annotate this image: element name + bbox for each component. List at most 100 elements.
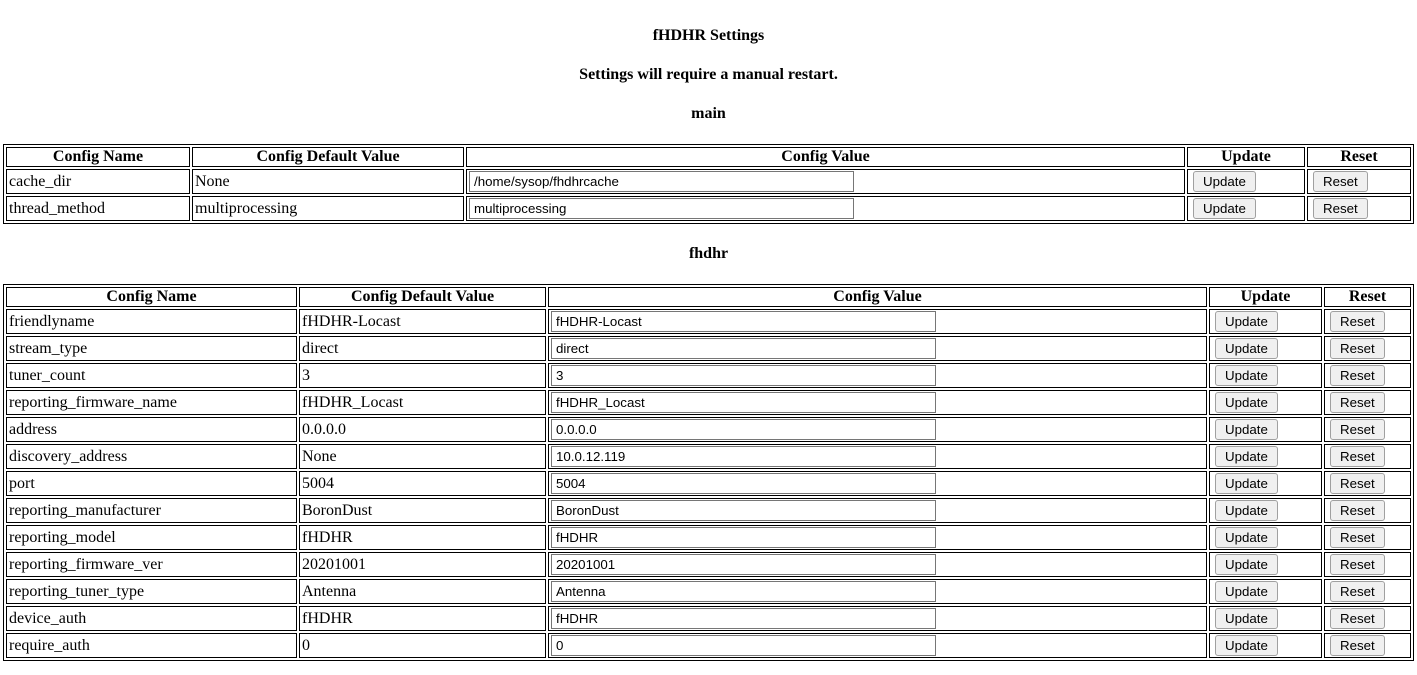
config-value-cell [548,579,1207,604]
config-default-cell: fHDHR_Locast [299,390,546,415]
reset-button[interactable]: Reset [1330,419,1385,440]
config-row: reporting_firmware_ver 20201001 Update R… [6,552,1411,577]
page-title: fHDHR Settings [652,27,765,44]
reset-button[interactable]: Reset [1330,581,1385,602]
reset-button[interactable]: Reset [1330,365,1385,386]
config-name-cell: reporting_firmware_name [6,390,297,415]
update-cell: Update [1209,579,1322,604]
update-button[interactable]: Update [1215,419,1278,440]
config-value-input[interactable] [551,473,936,494]
update-cell: Update [1209,363,1322,388]
config-value-cell [548,444,1207,469]
reset-button[interactable]: Reset [1313,198,1368,219]
config-value-cell [466,196,1185,221]
config-value-input[interactable] [551,338,936,359]
config-value-input[interactable] [551,527,936,548]
config-name-cell: cache_dir [6,169,190,194]
config-default-cell: 0 [299,633,546,658]
config-default-cell: 5004 [299,471,546,496]
config-value-input[interactable] [469,198,854,219]
update-button[interactable]: Update [1215,500,1278,521]
config-value-cell [548,471,1207,496]
reset-button[interactable]: Reset [1330,446,1385,467]
update-button[interactable]: Update [1215,311,1278,332]
update-button[interactable]: Update [1215,554,1278,575]
config-value-input[interactable] [551,392,936,413]
config-value-input[interactable] [551,365,936,386]
reset-button[interactable]: Reset [1313,171,1368,192]
config-name-cell: address [6,417,297,442]
reset-button[interactable]: Reset [1330,608,1385,629]
reset-button[interactable]: Reset [1330,311,1385,332]
config-row: friendlyname fHDHR-Locast Update Reset [6,309,1411,334]
config-name-cell: reporting_tuner_type [6,579,297,604]
config-default-cell: None [192,169,464,194]
config-default-cell: multiprocessing [192,196,464,221]
config-value-cell [548,363,1207,388]
config-row: cache_dir None Update Reset [6,169,1411,194]
config-value-cell [548,633,1207,658]
config-value-input[interactable] [551,311,936,332]
update-button[interactable]: Update [1215,527,1278,548]
update-button[interactable]: Update [1193,198,1256,219]
reset-button[interactable]: Reset [1330,500,1385,521]
config-value-input[interactable] [551,419,936,440]
section-heading-fhdhr: fhdhr [688,245,729,262]
update-button[interactable]: Update [1215,635,1278,656]
reset-button[interactable]: Reset [1330,527,1385,548]
config-row: reporting_tuner_type Antenna Update Rese… [6,579,1411,604]
config-default-cell: Antenna [299,579,546,604]
update-cell: Update [1209,633,1322,658]
reset-button[interactable]: Reset [1330,392,1385,413]
reset-button[interactable]: Reset [1330,338,1385,359]
config-name-cell: friendlyname [6,309,297,334]
config-name-cell: discovery_address [6,444,297,469]
config-name-cell: thread_method [6,196,190,221]
reset-cell: Reset [1324,363,1411,388]
update-button[interactable]: Update [1215,581,1278,602]
reset-cell: Reset [1307,196,1411,221]
config-value-input[interactable] [551,500,936,521]
reset-cell: Reset [1324,633,1411,658]
column-header-config-default: Config Default Value [192,147,464,167]
update-button[interactable]: Update [1215,608,1278,629]
config-table-fhdhr: Config Name Config Default Value Config … [3,284,1414,661]
column-header-config-name: Config Name [6,147,190,167]
reset-button[interactable]: Reset [1330,635,1385,656]
update-button[interactable]: Update [1215,473,1278,494]
reset-cell: Reset [1324,606,1411,631]
reset-cell: Reset [1324,552,1411,577]
reset-cell: Reset [1307,169,1411,194]
update-cell: Update [1209,417,1322,442]
config-name-cell: tuner_count [6,363,297,388]
config-value-input[interactable] [551,635,936,656]
update-button[interactable]: Update [1215,338,1278,359]
config-default-cell: fHDHR [299,525,546,550]
update-button[interactable]: Update [1215,392,1278,413]
update-cell: Update [1209,471,1322,496]
config-row: reporting_model fHDHR Update Reset [6,525,1411,550]
reset-cell: Reset [1324,444,1411,469]
config-value-cell [548,606,1207,631]
reset-button[interactable]: Reset [1330,554,1385,575]
update-cell: Update [1209,390,1322,415]
reset-button[interactable]: Reset [1330,473,1385,494]
config-value-input[interactable] [551,554,936,575]
section-heading-main: main [691,105,726,122]
table-header-row: Config Name Config Default Value Config … [6,147,1411,167]
reset-cell: Reset [1324,336,1411,361]
config-value-input[interactable] [551,608,936,629]
config-value-input[interactable] [469,171,854,192]
update-button[interactable]: Update [1193,171,1256,192]
config-value-input[interactable] [551,581,936,602]
config-name-cell: reporting_manufacturer [6,498,297,523]
update-button[interactable]: Update [1215,365,1278,386]
update-button[interactable]: Update [1215,446,1278,467]
config-value-cell [548,390,1207,415]
config-table-main: Config Name Config Default Value Config … [3,144,1414,224]
config-value-cell [466,169,1185,194]
config-value-input[interactable] [551,446,936,467]
config-row: reporting_firmware_name fHDHR_Locast Upd… [6,390,1411,415]
config-value-cell [548,336,1207,361]
config-value-cell [548,552,1207,577]
